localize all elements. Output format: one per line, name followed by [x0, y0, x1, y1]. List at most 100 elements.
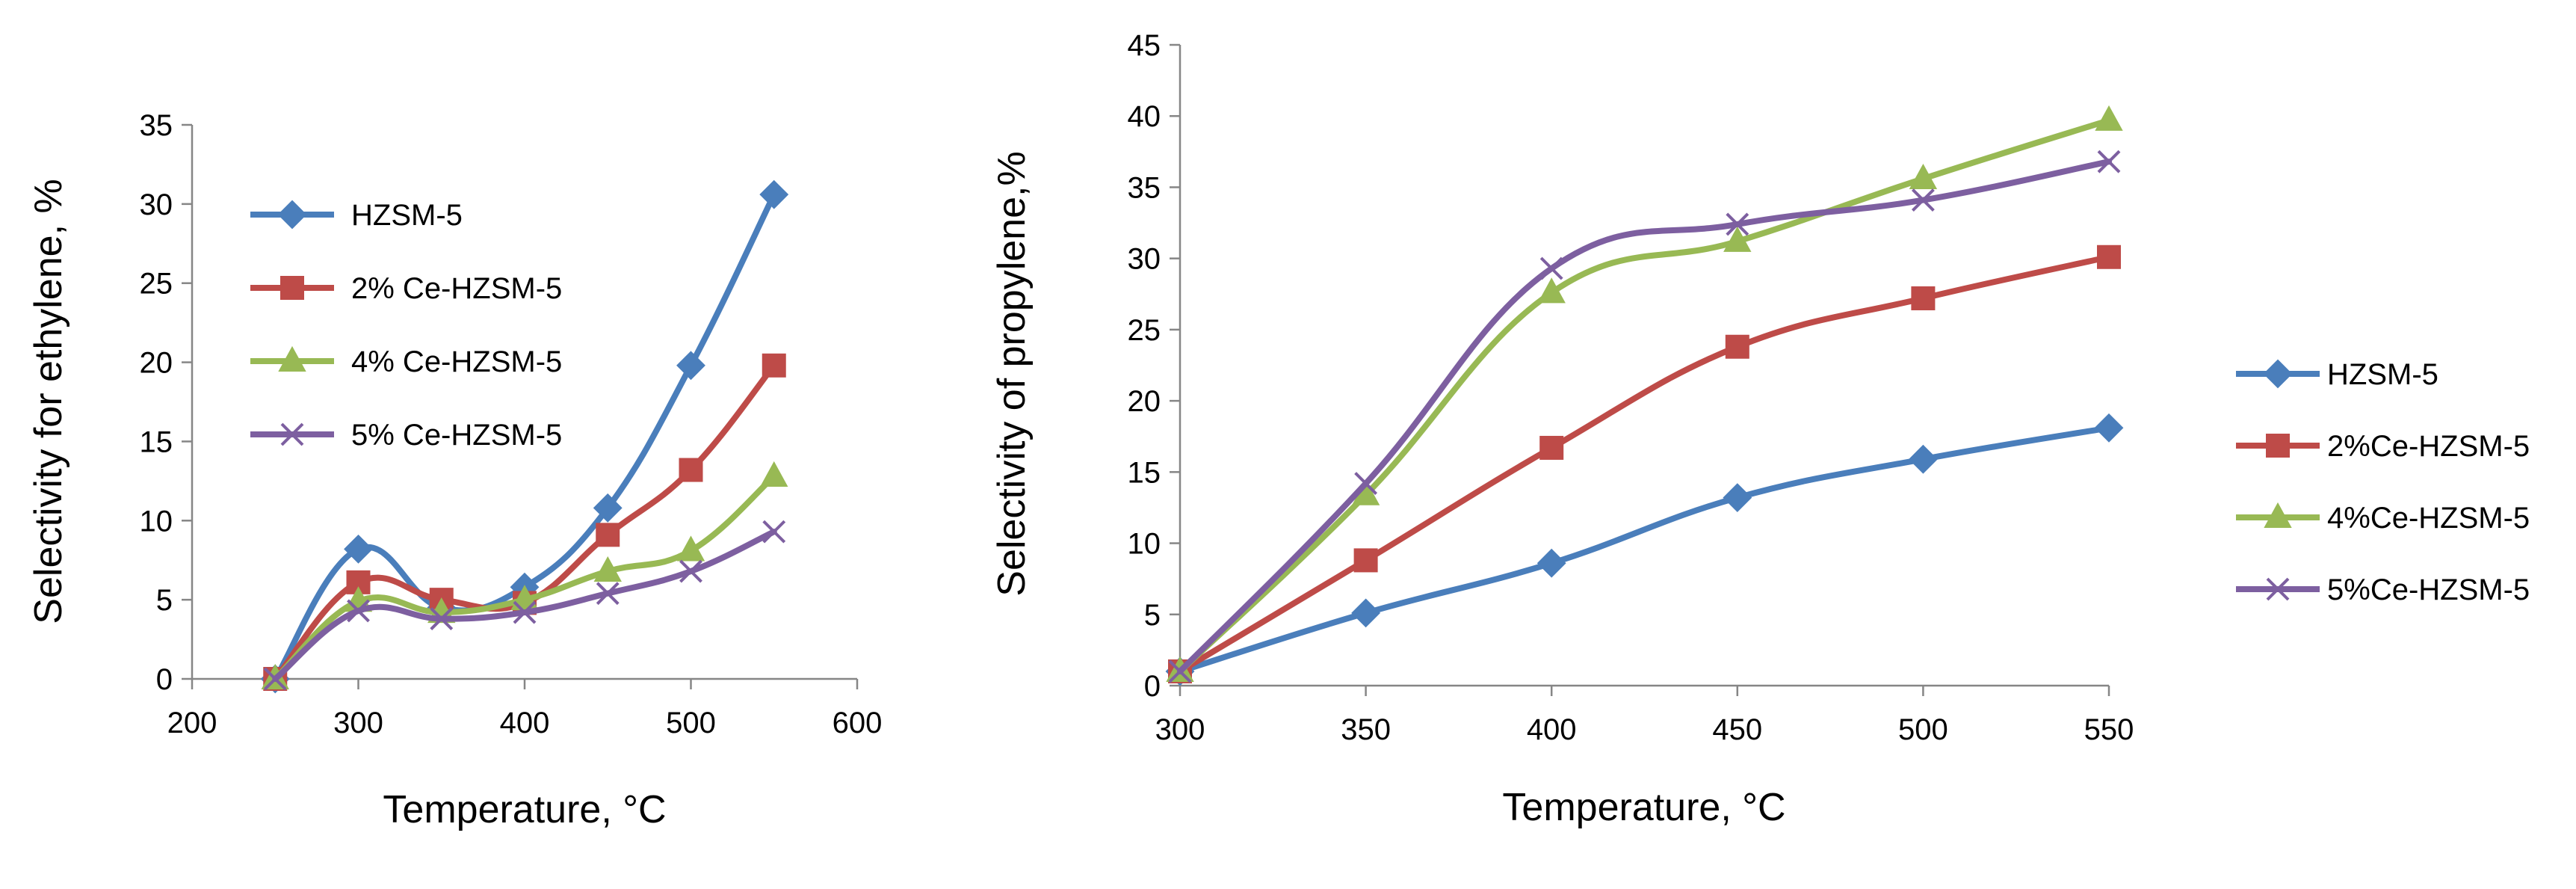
legend-marker — [280, 276, 304, 300]
data-point-5-ce-hzsm-5 — [263, 667, 287, 691]
data-point-2-ce-hzsm-5 — [679, 458, 703, 482]
y-tick-label: 0 — [156, 663, 173, 696]
data-point-5-ce-hzsm-5 — [2097, 150, 2121, 173]
y-tick-label: 20 — [140, 347, 173, 380]
data-point-5-ce-hzsm-5 — [1539, 256, 1563, 280]
series-5-ce-hzsm-5 — [263, 520, 786, 691]
series-line-2-ce-hzsm-5 — [272, 362, 777, 682]
data-point-2-ce-hzsm-5 — [1725, 334, 1749, 359]
legend-label: 5%Ce-HZSM-5 — [2327, 573, 2530, 606]
data-point-5-ce-hzsm-5 — [1911, 188, 1935, 212]
data-point-hzsm-5 — [344, 534, 373, 564]
series-2-ce-hzsm-5 — [1168, 244, 2121, 683]
series-4-ce-hzsm-5 — [261, 461, 788, 689]
x-tick-label: 300 — [333, 707, 383, 739]
legend-label: 5% Ce-HZSM-5 — [351, 419, 562, 452]
x-tick-label: 200 — [167, 707, 217, 739]
y-tick-label: 35 — [140, 109, 173, 142]
x-tick-label: 600 — [833, 707, 883, 739]
data-point-5-ce-hzsm-5 — [1726, 212, 1749, 236]
legend-label: HZSM-5 — [351, 199, 463, 232]
data-point-2-ce-hzsm-5 — [596, 523, 620, 547]
legend-marker — [2263, 359, 2293, 389]
data-point-4-ce-hzsm-5 — [760, 461, 788, 487]
legend-marker — [2266, 434, 2290, 458]
legend-label: 4% Ce-HZSM-5 — [351, 345, 562, 378]
x-axis-title: Temperature, °C — [1502, 786, 1785, 829]
series-line-2-ce-hzsm-5 — [1177, 253, 2112, 674]
y-axis-title: Selectivity of propylene,% — [990, 151, 1034, 596]
x-tick-label: 500 — [666, 707, 716, 739]
legend-label: HZSM-5 — [2327, 358, 2438, 391]
data-point-5-ce-hzsm-5 — [430, 607, 454, 630]
y-tick-label: 15 — [1128, 456, 1161, 489]
data-point-hzsm-5 — [759, 179, 789, 209]
data-point-hzsm-5 — [2094, 413, 2124, 443]
data-point-5-ce-hzsm-5 — [1354, 472, 1378, 495]
legend-marker — [2264, 502, 2292, 528]
data-point-5-ce-hzsm-5 — [347, 599, 370, 623]
x-axis-title: Temperature, °C — [383, 788, 666, 831]
y-tick-label: 5 — [1144, 599, 1161, 632]
legend-marker — [277, 200, 307, 230]
y-tick-label: 15 — [140, 425, 173, 458]
data-point-4-ce-hzsm-5 — [1723, 226, 1752, 252]
y-tick-label: 10 — [140, 505, 173, 538]
legend-label: 4%Ce-HZSM-5 — [2327, 502, 2530, 535]
data-point-hzsm-5 — [676, 351, 705, 381]
y-tick-label: 30 — [140, 188, 173, 221]
legend: HZSM-5 2% Ce-HZSM-5 4% Ce-HZSM-5 5% Ce-HZSM… — [250, 199, 562, 452]
y-axis-title: Selectivity for ethylene, % — [27, 179, 70, 624]
data-point-hzsm-5 — [1723, 483, 1752, 513]
data-point-5-ce-hzsm-5 — [596, 582, 620, 606]
legend: HZSM-5 2%Ce-HZSM-5 4%Ce-HZSM-5 5%Ce-HZSM-5 — [2236, 358, 2530, 606]
data-point-2-ce-hzsm-5 — [1539, 435, 1564, 460]
data-point-5-ce-hzsm-5 — [1168, 659, 1192, 683]
x-tick-label: 400 — [1527, 713, 1577, 746]
ethylene-chart: 0 5 10 15 20 25 30 35 200 300 400 500 600 Temperature… — [27, 109, 882, 831]
y-tick-label: 5 — [156, 584, 173, 617]
data-point-4-ce-hzsm-5 — [593, 556, 622, 582]
data-point-2-ce-hzsm-5 — [2097, 244, 2121, 269]
y-tick-label: 25 — [1128, 314, 1161, 347]
y-tick-label: 20 — [1128, 385, 1161, 418]
y-tick-label: 40 — [1128, 100, 1161, 133]
series-2-ce-hzsm-5 — [263, 353, 786, 691]
y-tick-label: 35 — [1128, 171, 1161, 204]
x-tick-label: 500 — [1898, 713, 1948, 746]
y-tick-label: 0 — [1144, 670, 1161, 703]
legend-label: 2% Ce-HZSM-5 — [351, 272, 562, 305]
data-point-2-ce-hzsm-5 — [1911, 286, 1936, 310]
data-point-2-ce-hzsm-5 — [1353, 548, 1378, 573]
x-tick-label: 550 — [2084, 713, 2134, 746]
x-tick-label: 350 — [1341, 713, 1391, 746]
data-point-4-ce-hzsm-5 — [1909, 163, 1938, 190]
y-tick-label: 25 — [140, 268, 173, 301]
data-point-5-ce-hzsm-5 — [513, 600, 537, 624]
propylene-chart: 0 5 10 15 20 25 30 35 40 45 300 350 400 450 500 550 Temp… — [990, 29, 2530, 829]
data-point-4-ce-hzsm-5 — [2095, 105, 2123, 131]
series-4-ce-hzsm-5 — [1166, 105, 2123, 682]
x-tick-label: 400 — [500, 707, 550, 739]
data-point-4-ce-hzsm-5 — [1537, 277, 1566, 304]
series-5-ce-hzsm-5 — [1168, 150, 2121, 683]
series-line-4-ce-hzsm-5 — [1177, 117, 2112, 674]
data-point-hzsm-5 — [1908, 444, 1938, 474]
legend-marker — [2266, 577, 2290, 601]
data-point-2-ce-hzsm-5 — [762, 353, 786, 378]
data-point-5-ce-hzsm-5 — [679, 559, 702, 583]
data-point-hzsm-5 — [1536, 548, 1566, 578]
data-point-4-ce-hzsm-5 — [676, 535, 705, 562]
y-tick-label: 45 — [1128, 29, 1161, 62]
data-point-hzsm-5 — [1351, 598, 1381, 628]
legend-marker — [280, 422, 304, 446]
data-point-5-ce-hzsm-5 — [762, 520, 786, 544]
series-line-hzsm-5 — [1177, 425, 2112, 674]
series-line-5-ce-hzsm-5 — [1177, 159, 2112, 674]
y-tick-label: 10 — [1128, 528, 1161, 561]
data-point-hzsm-5 — [593, 493, 623, 523]
x-tick-label: 450 — [1712, 713, 1762, 746]
legend-label: 2%Ce-HZSM-5 — [2327, 430, 2530, 463]
y-tick-label: 30 — [1128, 243, 1161, 276]
